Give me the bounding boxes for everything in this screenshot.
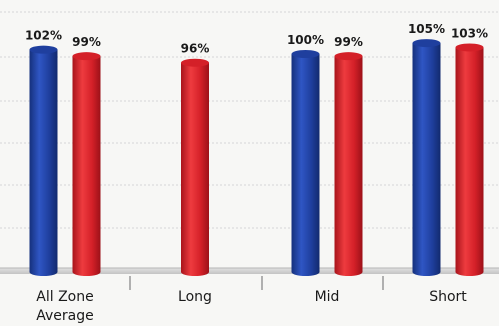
x-tick-label-line: Average <box>36 308 94 324</box>
bar-cap <box>455 43 484 52</box>
bar-body <box>291 54 320 272</box>
x-tick-label-line: Long <box>178 289 212 305</box>
bar-base <box>291 268 320 276</box>
bar-cap <box>412 39 441 48</box>
x-tick-label-line: Mid <box>314 289 340 305</box>
bar-cap <box>291 50 320 58</box>
x-tick-label: Mid <box>272 288 382 307</box>
data-label: 96% <box>181 42 210 56</box>
data-label: 100% <box>287 33 324 47</box>
bar-all-zone-average-series-2 <box>72 52 101 276</box>
bar-mid-series-1 <box>291 50 320 276</box>
bar-cap <box>334 52 363 61</box>
data-label: 105% <box>408 22 445 36</box>
bar-short-series-2 <box>455 43 484 276</box>
x-tick-label: Short <box>393 288 499 307</box>
bar-cap <box>181 58 209 67</box>
bar-cap <box>72 52 101 61</box>
bar-cap <box>29 45 58 54</box>
bar-body <box>334 56 363 273</box>
bar-body <box>29 49 58 272</box>
bar-body <box>412 43 441 272</box>
bar-base <box>72 268 101 276</box>
data-label: 103% <box>451 26 488 40</box>
bar-short-series-1 <box>412 39 441 276</box>
bar-body <box>72 56 101 273</box>
x-tick-label: Long <box>140 288 250 307</box>
bar-body <box>181 62 209 272</box>
bar-base <box>29 268 58 276</box>
bar-mid-series-2 <box>334 52 363 276</box>
data-label: 99% <box>334 35 363 49</box>
x-tick-label-line: All Zone <box>36 289 94 305</box>
bar-long-series-2 <box>181 58 209 276</box>
bar-base <box>334 268 363 276</box>
bar-base <box>181 268 209 276</box>
bar-base <box>412 268 441 276</box>
bar-body <box>455 47 484 273</box>
x-tick-label: All Zone Average <box>10 288 120 326</box>
data-label: 102% <box>25 29 62 43</box>
x-tick-label-line: Short <box>429 289 467 305</box>
bar-all-zone-average-series-1 <box>29 45 58 276</box>
data-labels: 102% 99% 96% 100% 99% 105% 103% <box>25 22 488 56</box>
data-label: 99% <box>72 35 101 49</box>
bar-base <box>455 268 484 276</box>
gridlines <box>0 11 499 290</box>
bars <box>29 39 484 276</box>
